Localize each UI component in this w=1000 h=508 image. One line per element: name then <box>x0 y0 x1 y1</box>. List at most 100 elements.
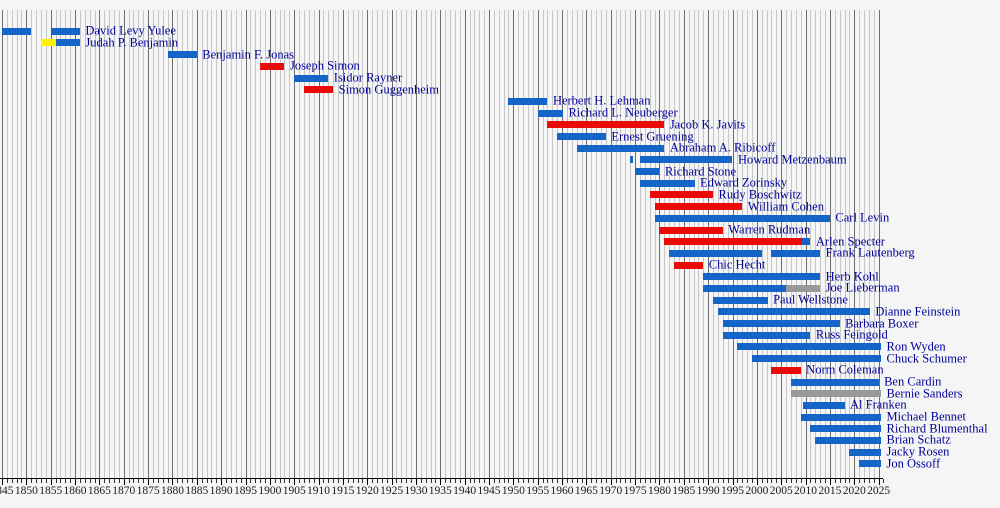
axis-tick-1874 <box>143 479 145 483</box>
gridline-1974 <box>630 10 632 478</box>
gridline-2021 <box>859 10 861 478</box>
gridline-1865 <box>99 10 101 478</box>
gridline-1914 <box>338 10 340 478</box>
gridline-1941 <box>469 10 471 478</box>
term-bar <box>771 249 821 257</box>
senator-label: Ernest Gruening <box>611 129 694 143</box>
axis-tick-label-2005: 2005 <box>769 485 793 497</box>
axis-tick-1938 <box>454 479 456 483</box>
gridline-1909 <box>313 10 315 478</box>
axis-tick-2014 <box>825 479 827 483</box>
gridline-1939 <box>459 10 461 478</box>
term-bar <box>674 261 704 269</box>
gridline-1962 <box>571 10 573 478</box>
gridline-1928 <box>406 10 408 478</box>
axis-tick-1978 <box>649 479 651 483</box>
term-bar <box>260 62 285 70</box>
gridline-1947 <box>498 10 500 478</box>
senator-label: Arlen Specter <box>815 234 885 249</box>
axis-tick-label-1980: 1980 <box>647 485 671 497</box>
gridline-1971 <box>615 10 617 478</box>
axis-tick-1845 <box>2 479 3 485</box>
gridline-1867 <box>109 10 111 478</box>
axis-tick-2015 <box>829 479 831 485</box>
term-bar <box>537 109 563 117</box>
axis-tick-label-1905: 1905 <box>282 485 306 497</box>
gridline-1915 <box>342 10 344 478</box>
axis-tick-1975 <box>635 479 637 485</box>
senator-label: Norm Coleman <box>806 362 884 377</box>
term-bar <box>717 308 870 316</box>
term-bar <box>722 331 811 339</box>
gridline-1956 <box>542 10 544 478</box>
term-bar <box>786 284 821 292</box>
term-bar <box>737 343 882 351</box>
axis-tick-2003 <box>771 479 773 483</box>
gridline-1929 <box>411 10 413 478</box>
axis-tick-1990 <box>708 479 710 485</box>
axis-tick-1897 <box>255 479 257 483</box>
axis-tick-1908 <box>308 479 310 483</box>
gridline-1964 <box>581 10 583 478</box>
term-bar <box>508 97 548 105</box>
gridline-1868 <box>114 10 115 478</box>
term-bar <box>790 390 882 398</box>
gridline-1870 <box>123 10 125 478</box>
axis-tick-1887 <box>206 479 208 483</box>
term-bar <box>713 296 768 304</box>
axis-tick-label-1900: 1900 <box>258 485 282 497</box>
term-bar <box>659 226 723 234</box>
gridline-1886 <box>201 10 203 478</box>
axis-tick-1870 <box>123 479 125 485</box>
axis-tick-2010 <box>805 479 807 485</box>
term-bar <box>40 39 56 47</box>
gridline-1927 <box>401 10 403 478</box>
gridline-1906 <box>299 10 301 478</box>
axis-tick-1871 <box>128 479 130 483</box>
axis-tick-1991 <box>713 479 715 483</box>
axis-tick-1907 <box>303 479 305 483</box>
gridline-1942 <box>474 10 476 478</box>
term-bar <box>50 27 80 35</box>
gridline-1884 <box>191 10 193 478</box>
term-bar <box>547 121 665 129</box>
axis-tick-1923 <box>381 479 383 483</box>
gridline-1897 <box>255 10 257 478</box>
axis-tick-2001 <box>761 479 763 483</box>
axis-tick-1927 <box>401 479 403 483</box>
gridline-1958 <box>552 10 554 478</box>
term-bar <box>802 401 845 409</box>
axis-tick-1954 <box>532 479 534 483</box>
gridline-1907 <box>303 10 305 478</box>
term-bar <box>751 355 882 363</box>
term-bar <box>722 320 840 328</box>
gridline-1847 <box>11 10 13 478</box>
axis-tick-1889 <box>216 479 218 483</box>
gridline-1895 <box>245 10 247 478</box>
axis-tick-label-1990: 1990 <box>696 485 720 497</box>
axis-tick-2013 <box>820 479 822 483</box>
gridline-1961 <box>566 10 568 478</box>
axis-tick-1912 <box>328 479 330 483</box>
axis-tick-label-1920: 1920 <box>355 485 379 497</box>
gridline-1916 <box>347 10 349 478</box>
gridline-2020 <box>854 10 856 478</box>
term-bar <box>800 413 882 421</box>
axis-tick-1867 <box>109 479 111 483</box>
axis-tick-1937 <box>450 479 452 483</box>
axis-tick-1846 <box>6 479 8 483</box>
axis-tick-1941 <box>469 479 471 483</box>
senator-label: Warren Rudman <box>728 222 811 237</box>
axis-tick-1939 <box>459 479 461 483</box>
axis-tick-1921 <box>372 479 374 483</box>
axis-tick-1890 <box>221 479 223 485</box>
term-bar <box>649 191 713 199</box>
axis-tick-label-1985: 1985 <box>672 485 696 497</box>
gridline-1968 <box>601 10 602 478</box>
senator-label: Ben Cardin <box>884 374 942 389</box>
term-bar <box>815 436 882 444</box>
axis-tick-2026 <box>883 479 885 483</box>
term-bar <box>639 156 733 164</box>
term-bar <box>303 86 334 94</box>
term-bar <box>576 144 665 152</box>
